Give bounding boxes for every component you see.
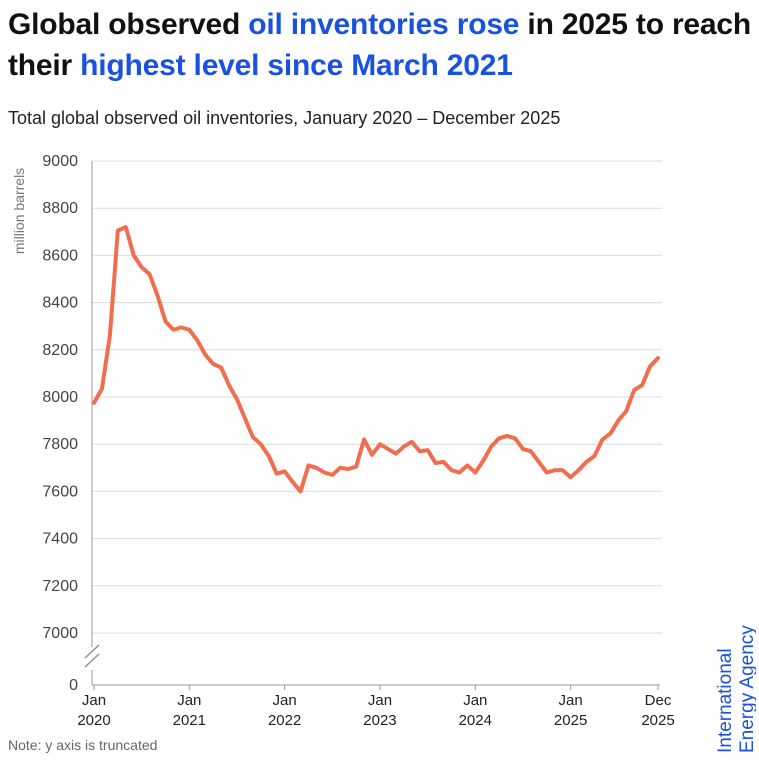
y-tick-label: 8800 [42, 200, 78, 217]
x-tick-label: 2025 [641, 712, 674, 729]
headline-highlight-2: highest level since March 2021 [80, 49, 513, 82]
y-tick-label: 7800 [42, 436, 78, 453]
headline-text-2: in 2025 to reach their [8, 8, 752, 82]
y-tick-label: 7200 [42, 578, 78, 595]
y-tick-label: 7600 [42, 483, 78, 500]
x-tick-label: 2024 [459, 712, 492, 729]
logo-text-line1: International [715, 648, 736, 753]
x-tick-label: 2023 [363, 712, 396, 729]
x-tick-label: Dec [645, 692, 672, 709]
series-line-inventories [92, 225, 660, 494]
y-tick-label: 7400 [42, 531, 78, 548]
y-tick-label: 8000 [42, 389, 78, 406]
x-tick-label: Jan [273, 692, 297, 709]
chart-subtitle: Total global observed oil inventories, J… [8, 108, 561, 128]
y-axis-label: million barrels [11, 168, 27, 254]
y-tick-label: 7000 [42, 625, 78, 642]
chart-note: Note: y axis is truncated [8, 737, 158, 753]
axis-break-icon [84, 644, 100, 668]
y-tick-label: 8600 [42, 247, 78, 264]
axes: 0 [69, 161, 660, 694]
logo-text-line2: Energy Agency [737, 625, 756, 753]
chart-headline: Global observed oil inventories rose in … [8, 4, 753, 86]
x-tick-label: 2025 [554, 712, 587, 729]
x-tick-label: Jan [559, 692, 583, 709]
x-tick-label: 2021 [173, 712, 206, 729]
x-tick-label: 2020 [77, 712, 110, 729]
headline-text-1: Global observed [8, 8, 249, 41]
x-tick-labels: Jan 2020 Jan 2021 Jan 2022 Jan 2023 Jan 2024 Jan 20… [77, 685, 675, 729]
iea-logo: International Energy Agency [715, 625, 756, 753]
y-tick-labels: 7000 7200 7400 7600 7800 8000 8200 8400 8600 8800… [42, 153, 78, 642]
x-tick-label: 2022 [268, 712, 301, 729]
gridlines [92, 160, 662, 634]
y-tick-label-zero: 0 [69, 677, 78, 694]
headline-highlight-1: oil inventories rose [248, 8, 520, 41]
y-tick-label: 8200 [42, 342, 78, 359]
x-tick-label: Jan [177, 692, 201, 709]
x-tick-label: Jan [368, 692, 392, 709]
y-tick-label: 8400 [42, 295, 78, 312]
x-tick-label: Jan [82, 692, 106, 709]
x-tick-label: Jan [463, 692, 487, 709]
y-tick-label: 9000 [42, 153, 78, 170]
